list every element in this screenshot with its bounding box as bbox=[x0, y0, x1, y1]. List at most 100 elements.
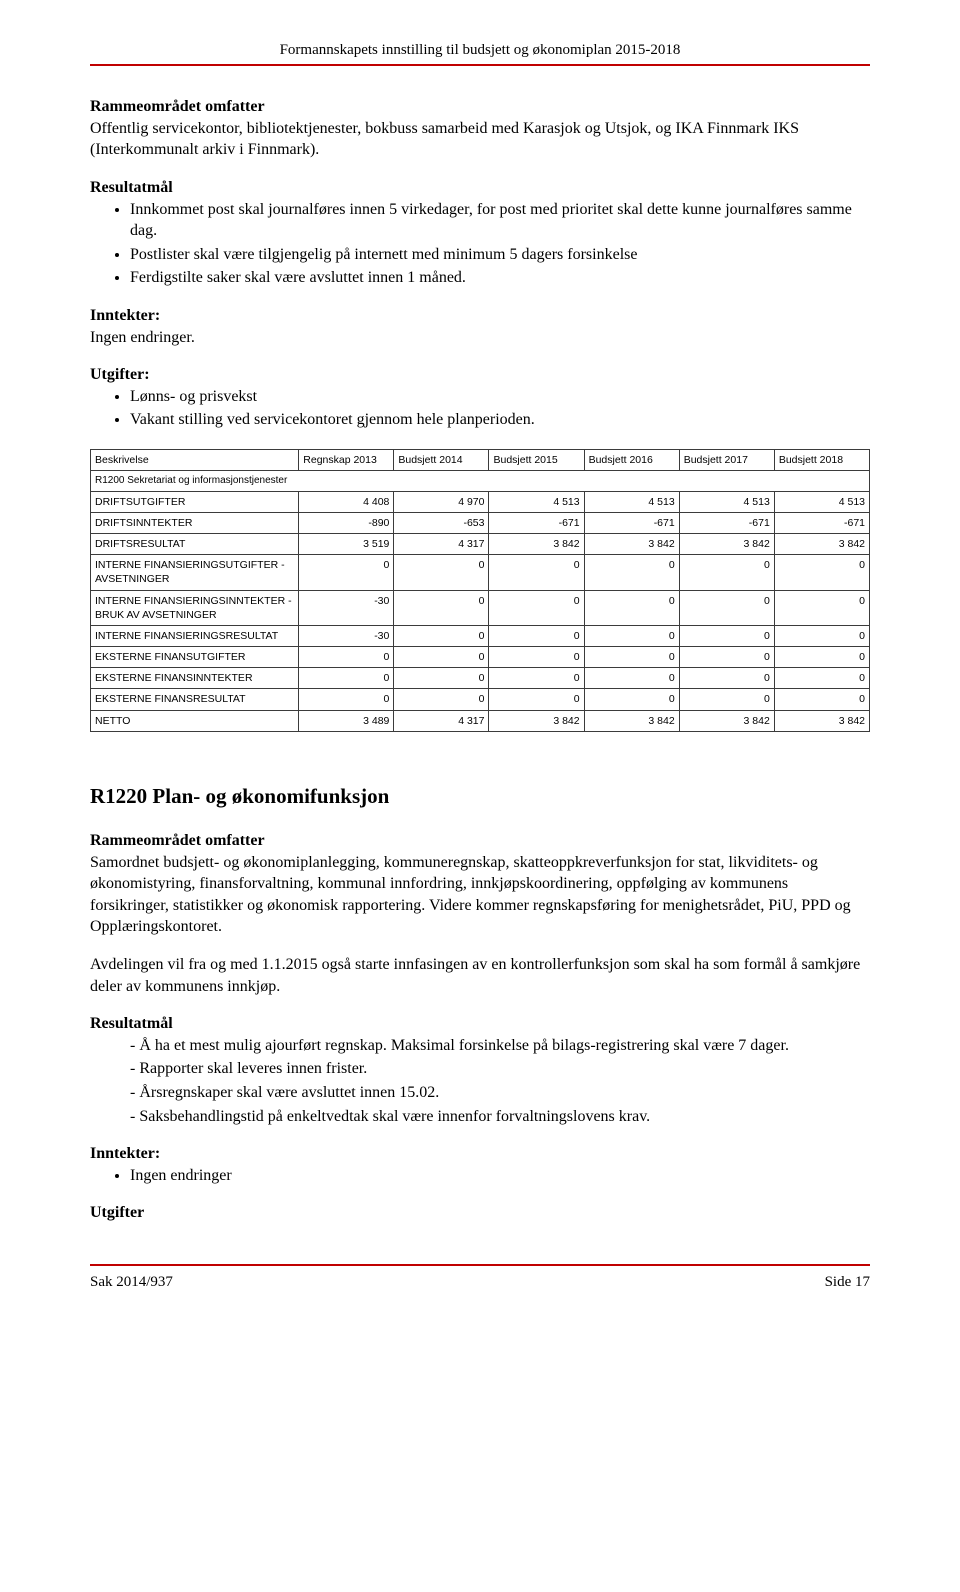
inntekter-heading-2: Inntekter: bbox=[90, 1143, 870, 1165]
row-value: 0 bbox=[679, 590, 774, 625]
row-value: 0 bbox=[489, 647, 584, 668]
row-value: 0 bbox=[679, 647, 774, 668]
inntekter-2: Inntekter: Ingen endringer bbox=[90, 1143, 870, 1186]
table-row: INTERNE FINANSIERINGSUTGIFTER - AVSETNIN… bbox=[91, 555, 870, 590]
row-value: 0 bbox=[584, 625, 679, 646]
row-value: 3 519 bbox=[299, 533, 394, 554]
list-item: Rapporter skal leveres innen frister. bbox=[130, 1058, 870, 1080]
row-value: 0 bbox=[489, 590, 584, 625]
row-value: 0 bbox=[774, 625, 869, 646]
row-value: 0 bbox=[774, 647, 869, 668]
row-value: 4 513 bbox=[584, 491, 679, 512]
row-value: 0 bbox=[584, 590, 679, 625]
inntekter-heading-1: Inntekter: bbox=[90, 307, 160, 324]
inntekter-list-2: Ingen endringer bbox=[90, 1165, 870, 1187]
list-item: Årsregnskaper skal være avsluttet innen … bbox=[130, 1082, 870, 1104]
row-label: INTERNE FINANSIERINGSINNTEKTER - BRUK AV… bbox=[91, 590, 299, 625]
row-value: 0 bbox=[774, 590, 869, 625]
avdeling-text: Avdelingen vil fra og med 1.1.2015 også … bbox=[90, 954, 870, 997]
page-footer: Sak 2014/937 Side 17 bbox=[90, 1264, 870, 1292]
table-row: INTERNE FINANSIERINGSINNTEKTER - BRUK AV… bbox=[91, 590, 870, 625]
col-regnskap-2013: Regnskap 2013 bbox=[299, 449, 394, 470]
row-label: DRIFTSUTGIFTER bbox=[91, 491, 299, 512]
inntekter-1: Inntekter: Ingen endringer. bbox=[90, 305, 870, 348]
row-value: 0 bbox=[774, 668, 869, 689]
resultatmal-1: Resultatmål Innkommet post skal journalf… bbox=[90, 177, 870, 289]
budget-table-wrap: Beskrivelse Regnskap 2013 Budsjett 2014 … bbox=[90, 449, 870, 732]
row-value: 0 bbox=[489, 668, 584, 689]
row-value: 0 bbox=[489, 689, 584, 710]
row-label: EKSTERNE FINANSUTGIFTER bbox=[91, 647, 299, 668]
row-value: -30 bbox=[299, 590, 394, 625]
row-value: 3 842 bbox=[584, 710, 679, 731]
row-value: 0 bbox=[394, 647, 489, 668]
row-value: 0 bbox=[584, 647, 679, 668]
col-budsjett-2018: Budsjett 2018 bbox=[774, 449, 869, 470]
resultatmal-heading-2: Resultatmål bbox=[90, 1013, 870, 1035]
row-value: 0 bbox=[774, 689, 869, 710]
table-row: INTERNE FINANSIERINGSRESULTAT-3000000 bbox=[91, 625, 870, 646]
row-value: 4 317 bbox=[394, 533, 489, 554]
resultatmal-list-1: Innkommet post skal journalføres innen 5… bbox=[90, 199, 870, 289]
row-value: -30 bbox=[299, 625, 394, 646]
row-value: 0 bbox=[679, 625, 774, 646]
row-label: INTERNE FINANSIERINGSRESULTAT bbox=[91, 625, 299, 646]
row-value: 0 bbox=[394, 625, 489, 646]
row-value: 3 842 bbox=[489, 533, 584, 554]
table-section-label: R1200 Sekretariat og informasjonstjenest… bbox=[91, 471, 870, 492]
utgifter-heading-1: Utgifter: bbox=[90, 364, 870, 386]
row-label: INTERNE FINANSIERINGSUTGIFTER - AVSETNIN… bbox=[91, 555, 299, 590]
footer-left: Sak 2014/937 bbox=[90, 1272, 173, 1292]
row-value: 3 842 bbox=[679, 533, 774, 554]
list-item: Å ha et mest mulig ajourført regnskap. M… bbox=[130, 1035, 870, 1057]
table-header-row: Beskrivelse Regnskap 2013 Budsjett 2014 … bbox=[91, 449, 870, 470]
row-value: 0 bbox=[394, 590, 489, 625]
header-title: Formannskapets innstilling til budsjett … bbox=[280, 42, 681, 58]
col-budsjett-2016: Budsjett 2016 bbox=[584, 449, 679, 470]
row-value: 4 513 bbox=[774, 491, 869, 512]
utgifter-1: Utgifter: Lønns- og prisvekst Vakant sti… bbox=[90, 364, 870, 431]
section-title-r1220: R1220 Plan- og økonomifunksjon bbox=[90, 782, 870, 810]
rammeomradet-text-2: Samordnet budsjett- og økonomiplanleggin… bbox=[90, 854, 851, 936]
col-budsjett-2014: Budsjett 2014 bbox=[394, 449, 489, 470]
table-row: DRIFTSRESULTAT3 5194 3173 8423 8423 8423… bbox=[91, 533, 870, 554]
row-label: EKSTERNE FINANSRESULTAT bbox=[91, 689, 299, 710]
list-item: Postlister skal være tilgjengelig på int… bbox=[130, 244, 870, 266]
row-value: 4 408 bbox=[299, 491, 394, 512]
row-value: 0 bbox=[679, 668, 774, 689]
row-value: 0 bbox=[299, 647, 394, 668]
row-value: 3 489 bbox=[299, 710, 394, 731]
inntekter-text-1: Ingen endringer. bbox=[90, 329, 195, 346]
page-header: Formannskapets innstilling til budsjett … bbox=[90, 40, 870, 66]
row-value: -671 bbox=[584, 512, 679, 533]
row-value: 0 bbox=[584, 689, 679, 710]
row-value: 3 842 bbox=[774, 533, 869, 554]
row-value: 0 bbox=[774, 555, 869, 590]
table-row: EKSTERNE FINANSRESULTAT000000 bbox=[91, 689, 870, 710]
row-value: 0 bbox=[394, 689, 489, 710]
table-row: DRIFTSUTGIFTER4 4084 9704 5134 5134 5134… bbox=[91, 491, 870, 512]
list-item: Lønns- og prisvekst bbox=[130, 386, 870, 408]
row-value: -671 bbox=[489, 512, 584, 533]
footer-right: Side 17 bbox=[825, 1272, 870, 1292]
row-value: 4 513 bbox=[489, 491, 584, 512]
row-value: 4 970 bbox=[394, 491, 489, 512]
rammeomradet-heading-1: Rammeområdet omfatter bbox=[90, 98, 265, 115]
table-section-row: R1200 Sekretariat og informasjonstjenest… bbox=[91, 471, 870, 492]
row-value: 3 842 bbox=[679, 710, 774, 731]
row-value: 0 bbox=[679, 555, 774, 590]
resultatmal-list-2: Å ha et mest mulig ajourført regnskap. M… bbox=[90, 1035, 870, 1127]
list-item: Vakant stilling ved servicekontoret gjen… bbox=[130, 409, 870, 431]
row-value: 3 842 bbox=[489, 710, 584, 731]
list-item: Ferdigstilte saker skal være avsluttet i… bbox=[130, 267, 870, 289]
row-value: 4 513 bbox=[679, 491, 774, 512]
utgifter-heading-2: Utgifter bbox=[90, 1202, 870, 1224]
list-item: Ingen endringer bbox=[130, 1165, 870, 1187]
row-value: 3 842 bbox=[774, 710, 869, 731]
row-value: 0 bbox=[394, 555, 489, 590]
col-budsjett-2015: Budsjett 2015 bbox=[489, 449, 584, 470]
list-item: Saksbehandlingstid på enkeltvedtak skal … bbox=[130, 1106, 870, 1128]
row-value: 0 bbox=[584, 668, 679, 689]
row-value: 0 bbox=[299, 689, 394, 710]
resultatmal-heading-1: Resultatmål bbox=[90, 177, 870, 199]
